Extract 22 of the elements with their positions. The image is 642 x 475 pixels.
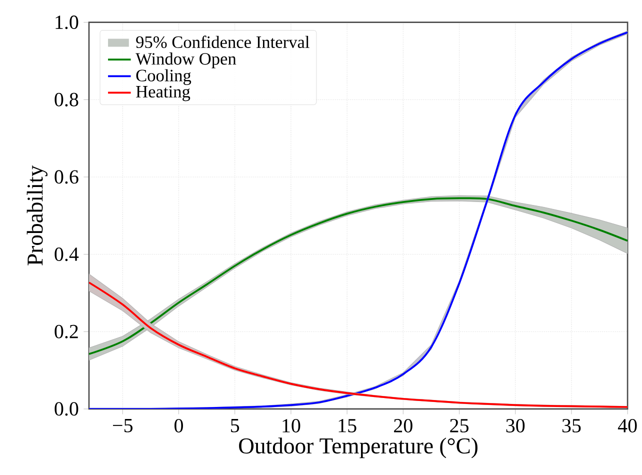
y-tick-label: 0.6	[54, 170, 78, 184]
x-tick-label: 25	[450, 419, 468, 432]
x-tick-label: −5	[113, 419, 133, 432]
y-tick-label: 0.0	[54, 402, 78, 416]
y-tick-label: 0.4	[54, 248, 79, 262]
legend-label: Heating	[136, 86, 190, 102]
y-tick-label: 1.0	[56, 16, 78, 30]
x-tick-label: 40	[618, 419, 637, 432]
x-tick-label: 5	[231, 419, 240, 432]
x-tick-label: 15	[338, 419, 356, 432]
x-tick-label: 35	[562, 419, 581, 432]
x-tick-label: 10	[282, 419, 300, 432]
y-axis-title: Probability	[26, 165, 48, 266]
x-tick-label: 20	[394, 419, 412, 432]
x-axis-title: Outdoor Temperature (°C)	[239, 438, 478, 458]
legend-label: Window Open	[136, 52, 236, 68]
y-tick-label: 0.2	[54, 324, 78, 338]
legend-label: Cooling	[136, 69, 192, 86]
annotation: 95% Confidence Interval	[136, 36, 310, 48]
x-tick-label: 30	[506, 419, 525, 432]
y-tick-label: 0.8	[54, 92, 78, 106]
x-tick-label: 0	[174, 419, 183, 432]
